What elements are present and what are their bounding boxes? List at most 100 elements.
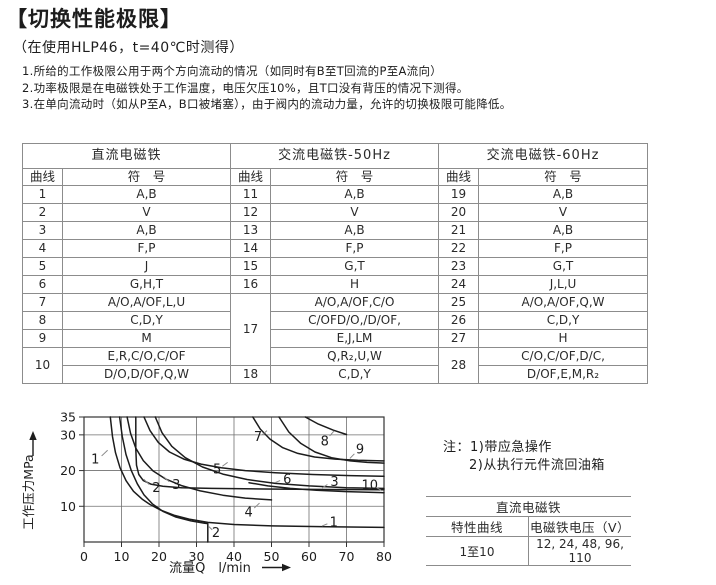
symbol-cell: V [478, 203, 649, 222]
curve-8 [304, 416, 348, 436]
curve-label-3: 3 [330, 475, 338, 490]
curve-col-header-1: 曲线 [230, 168, 272, 186]
curve-number-cell: 21 [438, 221, 480, 240]
curve-number-cell: 4 [22, 239, 63, 258]
x-tick-label: 30 [189, 549, 205, 564]
curve-label-leader [143, 478, 150, 485]
group-header-1: 交流电磁铁-50Hz [230, 143, 440, 169]
curve-number-cell: 17 [230, 293, 272, 366]
curve-number-cell: 9 [22, 329, 63, 348]
solenoid-curve-table-wrap: 直流电磁铁 交流电磁铁-50Hz 交流电磁铁-60Hz 曲线符 号曲线符 号曲线符 号… [21, 143, 649, 384]
x-tick-label: 70 [339, 549, 355, 564]
x-tick-label: 40 [226, 549, 242, 564]
symbol-cell: A,B [61, 221, 232, 240]
symbol-cell: F,P [270, 239, 440, 258]
curve-number-cell: 27 [438, 329, 480, 348]
symbol-cell: C,D,Y [61, 311, 232, 330]
curve-label-5: 5 [213, 462, 221, 477]
curve-number-cell: 12 [230, 203, 272, 222]
curve-col-header-0: 曲线 [22, 168, 63, 186]
curve-label-leader [375, 486, 382, 491]
curve-number-cell: 3 [22, 221, 63, 240]
symbol-cell: C,D,Y [478, 311, 649, 330]
curve-col-header-2: 曲线 [438, 168, 480, 186]
curve-label-9: 9 [356, 443, 364, 458]
x-tick-label: 10 [114, 549, 130, 564]
symbol-cell: M [61, 329, 232, 348]
voltage-table-col2-header: 电磁铁电压（V） [528, 516, 631, 537]
table-row: 3 A,B 13 A,B 21 A,B [22, 221, 649, 240]
curve-label-leader [208, 526, 213, 531]
curve-label-leader [274, 480, 281, 484]
voltage-table-subheader-row: 特性曲线 电磁铁电压（V） [426, 516, 631, 537]
symbol-cell: E,R,C/O,C/OF [61, 347, 232, 366]
table-row: 5 J 15 G,T 23 G,T [22, 257, 649, 276]
chart-side-note: 注：1)带应急操作 2)从执行元件流回油箱 [443, 439, 605, 475]
curve-label-1: 1 [91, 453, 99, 468]
curve-number-cell: 11 [230, 185, 272, 204]
table-row: 1 A,B 11 A,B 19 A,B [22, 185, 649, 204]
curve-9 [278, 416, 385, 464]
table-row: 4 F,P 14 F,P 22 F,P [22, 239, 649, 258]
voltage-table-voltages: 12, 24, 48, 96, 110 [528, 536, 631, 566]
y-tick-label: 20 [60, 463, 76, 478]
symbol-cell: H [478, 329, 649, 348]
curve-label-6: 6 [283, 473, 291, 488]
voltage-table-curve-range: 1至10 [426, 536, 529, 566]
table-row: 8 C,D,Y C/OFD/O,/D/OF, 26 C,D,Y [22, 311, 649, 330]
symbol-col-header-2: 符 号 [478, 168, 649, 186]
voltage-table-col1-header: 特性曲线 [426, 516, 529, 537]
voltage-table-header-row: 直流电磁铁 [426, 497, 631, 517]
symbol-cell: A,B [270, 185, 440, 204]
symbol-cell: A/O,A/OF,C/O [270, 293, 440, 312]
table-row: D/O,D/OF,Q,W 18 C,D,Y D/OF,E,M,R₂ [23, 365, 649, 384]
symbol-cell: D/OF,E,M,R₂ [478, 365, 649, 384]
x-tick-label: 80 [376, 549, 392, 564]
table-row: 10 E,R,C/O,C/OF Q,R₂,U,W 28 C/O,C/OF,D/C, [22, 347, 649, 384]
solenoid-curve-table-body: 1 A,B 11 A,B 19 A,B 2 V 12 V 20 V 3 A,B 13 A,B 21 A,B 4 F,P… [22, 185, 649, 384]
curve-label-leader [253, 502, 260, 509]
curve-label-8: 8 [321, 434, 329, 449]
side-note-text-1: 1)带应急操作 [470, 440, 552, 455]
curve-number-cell: 6 [22, 275, 63, 294]
symbol-cell: H [270, 275, 440, 294]
symbol-cell: A/O,A/OF,L,U [61, 293, 232, 312]
y-axis-title: 工作压力MPa [21, 454, 36, 529]
symbol-cell: E,J,LM [270, 329, 440, 348]
curve-number-cell: 16 [230, 275, 272, 294]
curve-number-cell: 7 [22, 293, 63, 312]
curve-label-leader [222, 461, 228, 467]
y-tick-label: 10 [60, 499, 76, 514]
x-tick-label: 0 [80, 549, 88, 564]
side-note-label: 注： [443, 440, 471, 455]
side-note-line-1: 注：1)带应急操作 [443, 439, 605, 457]
table-row: 9 M E,J,LM 27 H [22, 329, 649, 348]
side-note-line-2: 2)从执行元件流回油箱 [469, 458, 605, 473]
curve-label-2: 2 [212, 526, 220, 541]
curve-10 [248, 481, 385, 494]
curve-label-1: 1 [330, 516, 338, 531]
symbol-cell: J,L,U [478, 275, 649, 294]
solenoid-curve-table: 直流电磁铁 交流电磁铁-50Hz 交流电磁铁-60Hz 曲线符 号曲线符 号曲线符 号… [21, 143, 649, 384]
symbol-cell: F,P [61, 239, 232, 258]
table-row: 6 G,H,T 16 H 24 J,L,U [22, 275, 649, 294]
voltage-table-data-row: 1至10 12, 24, 48, 96, 110 [426, 536, 631, 566]
symbol-cell: A/O,A/OF,Q,W [478, 293, 649, 312]
curve-label-leader [349, 453, 355, 459]
symbol-cell: A,B [478, 221, 649, 240]
symbol-cell: G,T [478, 257, 649, 276]
x-tick-label: 50 [264, 549, 280, 564]
curve-label-2: 2 [152, 481, 160, 496]
curve-6 [154, 416, 385, 490]
symbol-cell: G,H,T [61, 275, 232, 294]
curve-label-leader [262, 430, 268, 435]
table-row: 2 V 12 V 20 V [22, 203, 649, 222]
curve-number-cell: 14 [230, 239, 272, 258]
x-tick-label: 20 [151, 549, 167, 564]
curve-number-cell: 19 [438, 185, 480, 204]
group-header-2: 交流电磁铁-60Hz [438, 143, 649, 169]
curve-number-cell: 18 [230, 365, 272, 384]
symbol-cell: C/OFD/O,/D/OF, [270, 311, 440, 330]
symbol-cell: A,B [478, 185, 649, 204]
curve-number-cell: 8 [22, 311, 63, 330]
